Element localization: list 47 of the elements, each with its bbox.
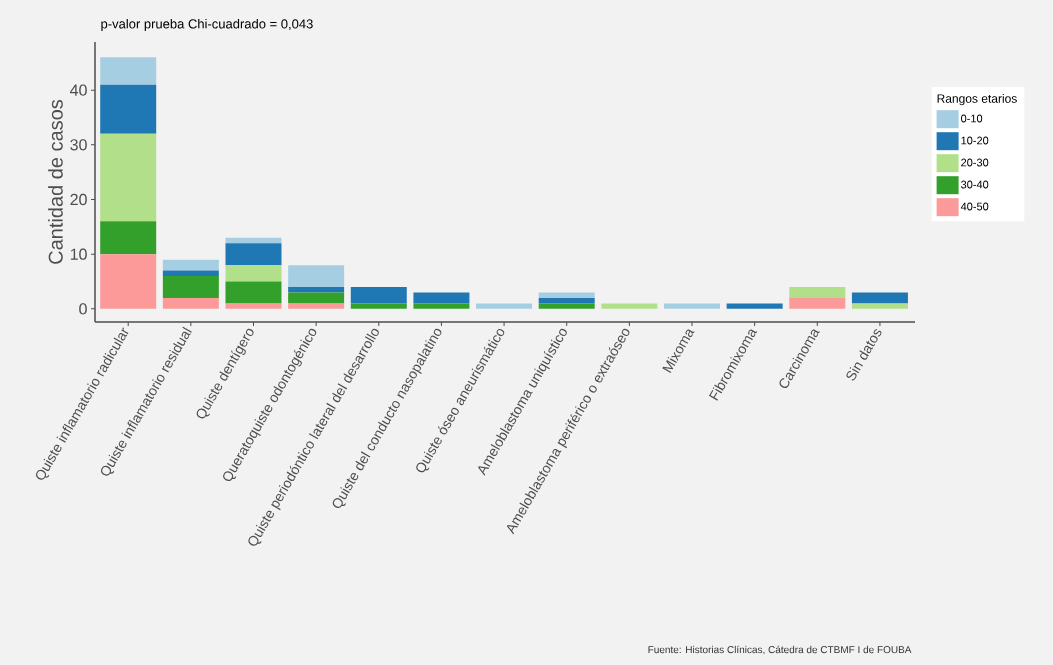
source-note: Fuente: Historias Clínicas, Cátedra de CTBMF I de FOUBA (648, 645, 912, 655)
bar (225, 303, 282, 309)
chart-title: p-valor prueba Chi-cuadrado = 0,043 (101, 18, 313, 32)
y-tick-label: 10 (70, 248, 87, 260)
bar (225, 237, 282, 244)
y-tick-label: 20 (70, 193, 87, 206)
legend-label: 30-40 (961, 180, 989, 189)
bar (225, 265, 282, 282)
bar (851, 303, 908, 309)
bar (100, 57, 157, 85)
legend-title: Rangos etarios (937, 94, 1017, 106)
bar (350, 303, 407, 309)
y-axis-title: Cantidad de casos (48, 99, 63, 264)
bar (538, 303, 595, 309)
bar (350, 287, 407, 304)
bar (162, 259, 219, 271)
bar (100, 221, 157, 255)
bar (413, 303, 470, 309)
bar (162, 270, 219, 277)
bar (538, 292, 595, 298)
y-tick-label: 0 (79, 303, 87, 315)
legend-label: 20-30 (961, 158, 989, 167)
bar (100, 254, 157, 309)
bar (100, 84, 157, 134)
bar (789, 287, 846, 298)
y-tick-label: 30 (70, 139, 87, 151)
y-tick-label: 40 (70, 84, 87, 96)
bar (663, 303, 720, 309)
bar (225, 243, 282, 266)
legend-label: 10-20 (961, 136, 989, 145)
bar (851, 292, 908, 304)
bar (288, 303, 345, 309)
bar (726, 303, 783, 309)
bar (162, 297, 219, 309)
bar (538, 297, 595, 304)
legend-label: 40-50 (960, 202, 989, 211)
bar (288, 265, 345, 287)
bar (288, 287, 345, 293)
legend-label: 0-10 (961, 114, 983, 123)
bar (413, 292, 470, 304)
bar (225, 281, 282, 304)
bar (162, 276, 219, 298)
bar (789, 297, 846, 309)
bar (601, 303, 658, 309)
bar (100, 133, 157, 222)
bar (476, 303, 533, 309)
bar (288, 292, 345, 304)
